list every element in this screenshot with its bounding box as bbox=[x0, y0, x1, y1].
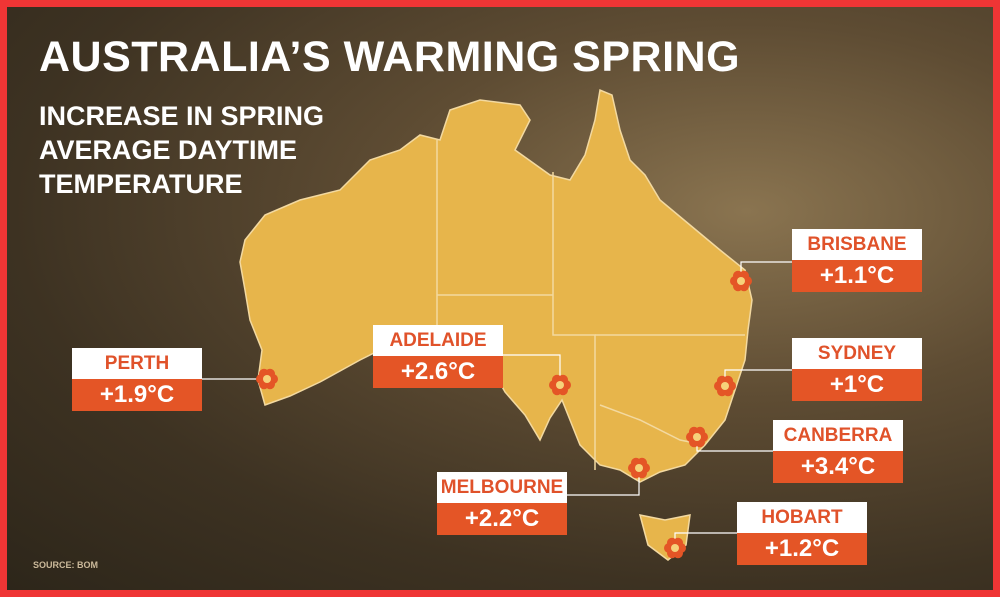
marker-center bbox=[721, 382, 729, 390]
marker-center bbox=[737, 277, 745, 285]
city-label: HOBART +1.2°C bbox=[737, 502, 867, 565]
city-name: SYDNEY bbox=[792, 338, 922, 369]
subtitle-line: INCREASE IN SPRING bbox=[39, 101, 325, 131]
city-label: MELBOURNE +2.2°C bbox=[437, 472, 567, 535]
source: SOURCE: BOM bbox=[33, 560, 98, 570]
subtitle-line: TEMPERATURE bbox=[39, 169, 243, 199]
city-marker bbox=[686, 426, 708, 448]
subtitle-line: AVERAGE DAYTIME bbox=[39, 135, 298, 165]
city-value: +1°C bbox=[792, 369, 922, 401]
city-name: HOBART bbox=[737, 502, 867, 533]
city-name: ADELAIDE bbox=[373, 325, 503, 356]
city-marker bbox=[730, 270, 752, 292]
city-value: +1.1°C bbox=[792, 260, 922, 292]
city-marker bbox=[714, 375, 736, 397]
marker-center bbox=[263, 375, 271, 383]
subtitle: INCREASE IN SPRING AVERAGE DAYTIME TEMPE… bbox=[39, 99, 324, 201]
city-name: CANBERRA bbox=[773, 420, 903, 451]
city-label: ADELAIDE +2.6°C bbox=[373, 325, 503, 388]
marker-center bbox=[671, 544, 679, 552]
city-value: +2.6°C bbox=[373, 356, 503, 388]
title: AUSTRALIA’S WARMING SPRING bbox=[39, 33, 741, 81]
state-borders bbox=[436, 140, 745, 470]
city-value: +1.2°C bbox=[737, 533, 867, 565]
marker-center bbox=[635, 464, 643, 472]
city-marker bbox=[256, 368, 278, 390]
city-name: PERTH bbox=[72, 348, 202, 379]
city-name: MELBOURNE bbox=[437, 472, 567, 503]
marker-center bbox=[693, 433, 701, 441]
city-marker bbox=[549, 374, 571, 396]
city-value: +3.4°C bbox=[773, 451, 903, 483]
city-value: +1.9°C bbox=[72, 379, 202, 411]
marker-center bbox=[556, 381, 564, 389]
city-marker bbox=[664, 537, 686, 559]
city-name: BRISBANE bbox=[792, 229, 922, 260]
city-label: CANBERRA +3.4°C bbox=[773, 420, 903, 483]
markers bbox=[256, 270, 752, 559]
city-label: SYDNEY +1°C bbox=[792, 338, 922, 401]
city-label: PERTH +1.9°C bbox=[72, 348, 202, 411]
city-value: +2.2°C bbox=[437, 503, 567, 535]
city-marker bbox=[628, 457, 650, 479]
city-label: BRISBANE +1.1°C bbox=[792, 229, 922, 292]
